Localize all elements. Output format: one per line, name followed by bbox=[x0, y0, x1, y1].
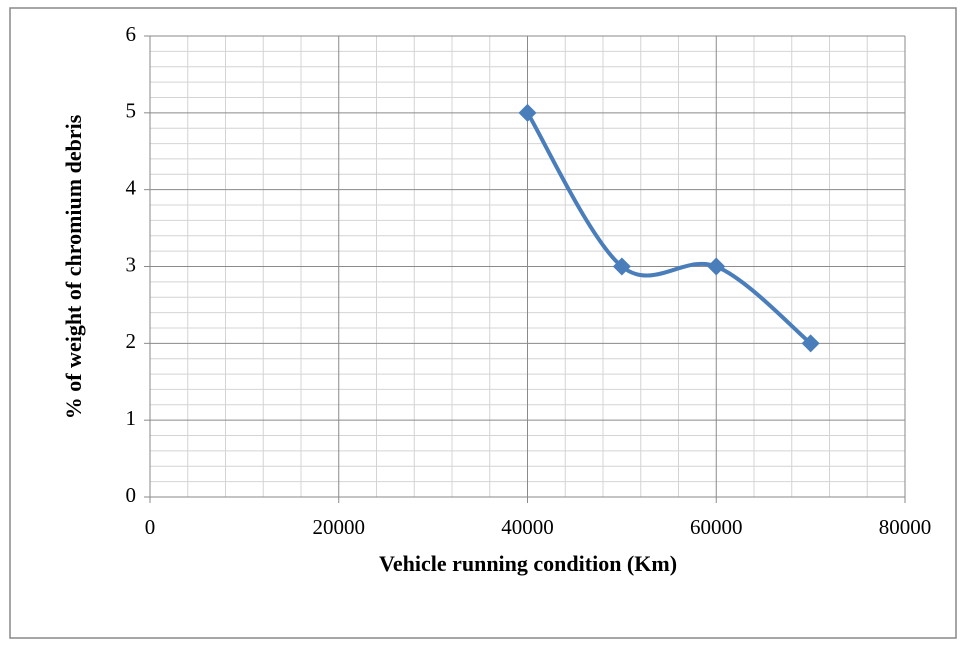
data-point bbox=[707, 257, 726, 276]
y-tick-label: 6 bbox=[126, 22, 137, 46]
y-tick-label: 2 bbox=[126, 329, 137, 353]
x-tick-label: 20000 bbox=[313, 515, 366, 539]
x-tick-label: 0 bbox=[145, 515, 156, 539]
y-tick-label: 0 bbox=[126, 483, 137, 507]
y-tick-label: 4 bbox=[126, 175, 137, 199]
chart-frame bbox=[9, 7, 957, 639]
y-tick-label: 1 bbox=[126, 406, 137, 430]
y-axis-title: % of weight of chromium debris bbox=[61, 114, 86, 419]
series-line bbox=[525, 111, 812, 345]
x-tick-label: 60000 bbox=[690, 515, 743, 539]
data-point bbox=[518, 103, 537, 122]
x-tick-label: 40000 bbox=[501, 515, 554, 539]
y-tick-label: 3 bbox=[126, 252, 137, 276]
x-tick-label: 80000 bbox=[879, 515, 932, 539]
data-point bbox=[612, 257, 631, 276]
x-axis-title: Vehicle running condition (Km) bbox=[379, 551, 677, 576]
y-tick-label: 5 bbox=[126, 99, 137, 123]
data-point bbox=[801, 334, 820, 353]
